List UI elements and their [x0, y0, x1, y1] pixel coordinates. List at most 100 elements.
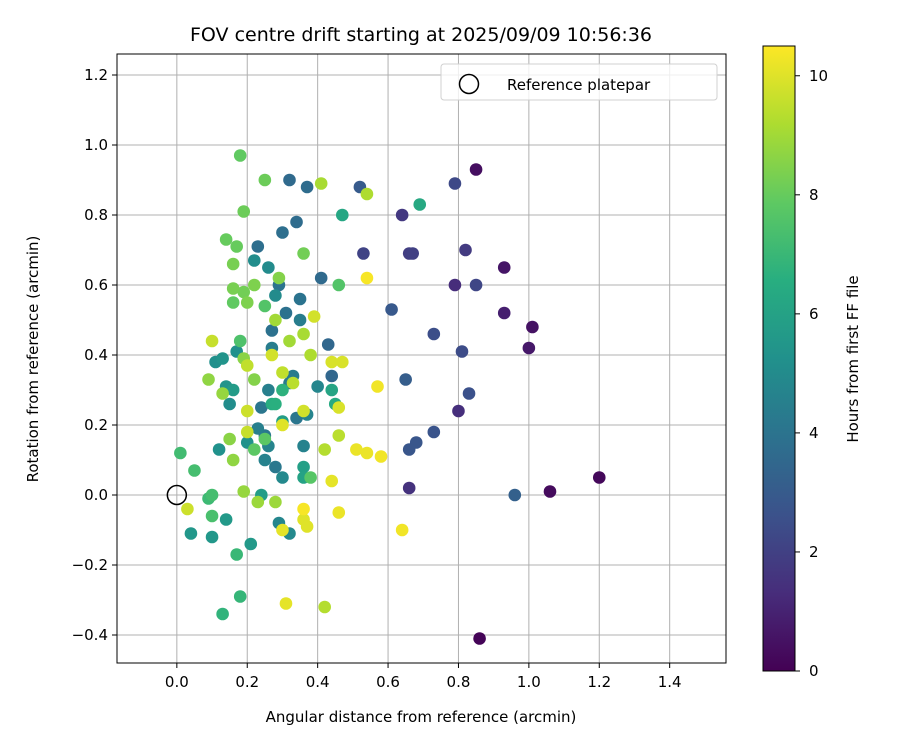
- colorbar-gradient: [762, 45, 796, 672]
- data-point: [265, 324, 279, 337]
- grid-lines: [117, 54, 726, 663]
- data-point: [276, 418, 289, 432]
- data-point: [293, 292, 307, 306]
- data-point: [543, 485, 557, 498]
- data-point: [205, 509, 219, 523]
- data-point: [335, 355, 349, 369]
- data-point: [314, 271, 328, 285]
- x-axis-label: Angular distance from reference (arcmin): [266, 708, 577, 726]
- data-point: [279, 306, 293, 320]
- data-point: [508, 488, 522, 502]
- data-point: [181, 502, 194, 516]
- data-point: [297, 327, 310, 341]
- data-point: [258, 299, 272, 313]
- data-point: [592, 471, 606, 484]
- data-point: [448, 278, 462, 292]
- data-point: [205, 334, 219, 348]
- data-point: [226, 296, 240, 309]
- data-point: [473, 632, 486, 645]
- data-point: [212, 443, 226, 456]
- data-point: [262, 261, 275, 274]
- data-point: [459, 243, 472, 257]
- colorbar-tick-label: 8: [809, 186, 819, 204]
- data-point: [297, 439, 310, 453]
- data-point: [219, 513, 233, 526]
- legend-label-reference: Reference platepar: [507, 76, 651, 94]
- y-tick-label: 0.2: [84, 416, 108, 434]
- colorbar: 0 2 4 6 8 10 Hours from first FF file: [762, 45, 862, 680]
- data-point: [276, 471, 289, 484]
- data-point: [300, 180, 314, 194]
- data-point: [269, 289, 282, 302]
- data-point: [240, 296, 254, 309]
- data-point: [469, 278, 483, 292]
- data-point: [427, 327, 441, 341]
- x-tick-label: 1.4: [658, 673, 682, 691]
- data-point: [335, 208, 349, 222]
- data-point: [402, 443, 416, 456]
- data-point: [265, 348, 279, 362]
- data-point: [240, 359, 254, 372]
- colorbar-tick-label: 0: [809, 662, 819, 680]
- data-point: [314, 177, 328, 190]
- data-point: [276, 523, 289, 537]
- data-point: [321, 338, 335, 351]
- data-point: [297, 404, 310, 418]
- data-point: [300, 520, 314, 533]
- data-point: [237, 285, 251, 299]
- data-point: [325, 355, 339, 369]
- colorbar-tick-label: 2: [809, 543, 819, 561]
- data-point: [290, 215, 303, 229]
- colorbar-label: Hours from first FF file: [844, 275, 862, 442]
- data-point: [332, 429, 346, 442]
- data-point: [307, 310, 321, 323]
- data-point: [318, 600, 331, 614]
- data-point: [318, 443, 331, 456]
- data-point: [247, 443, 261, 456]
- data-point: [374, 450, 388, 463]
- data-point: [402, 481, 416, 495]
- plot-frame: [116, 53, 727, 664]
- legend-box: [440, 63, 718, 101]
- colorbar-tick-label: 10: [809, 67, 828, 85]
- x-tick-label: 0.0: [165, 673, 189, 691]
- data-point: [237, 485, 251, 498]
- data-point: [219, 233, 233, 246]
- data-point: [216, 352, 229, 365]
- data-point: [360, 446, 374, 460]
- x-tick-label: 0.6: [376, 673, 400, 691]
- data-point: [462, 387, 476, 400]
- data-point: [360, 187, 374, 201]
- data-point: [272, 271, 286, 285]
- data-point: [297, 460, 310, 474]
- x-tick-label: 1.2: [587, 673, 611, 691]
- data-points: [166, 149, 606, 645]
- colorbar-tick-label: 4: [809, 424, 819, 442]
- y-axis-label: Rotation from reference (arcmin): [24, 236, 42, 483]
- data-point: [332, 278, 346, 292]
- data-point: [233, 590, 247, 603]
- data-point: [283, 173, 296, 187]
- data-point: [297, 502, 310, 516]
- data-point: [237, 205, 251, 218]
- data-point: [205, 530, 219, 544]
- data-point: [395, 523, 409, 537]
- y-tick-label: 0.0: [84, 486, 108, 504]
- data-point: [269, 495, 282, 509]
- x-tick-label: 0.4: [306, 673, 330, 691]
- data-point: [522, 341, 536, 355]
- data-point: [230, 240, 243, 253]
- chart-title: FOV centre drift starting at 2025/09/09 …: [190, 24, 652, 46]
- reference-platepar-marker: [166, 484, 188, 506]
- data-point: [395, 208, 409, 222]
- data-point: [399, 373, 412, 386]
- data-point: [216, 607, 229, 621]
- data-point: [226, 257, 240, 271]
- data-point: [497, 306, 511, 320]
- data-point: [223, 432, 236, 446]
- data-point: [247, 254, 261, 267]
- data-point: [279, 597, 293, 610]
- data-point: [244, 537, 258, 551]
